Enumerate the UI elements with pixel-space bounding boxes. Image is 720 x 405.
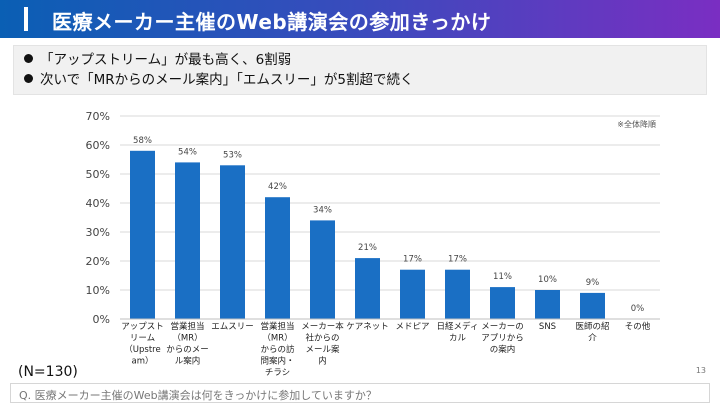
page-number: 13 xyxy=(695,366,706,375)
bar xyxy=(175,162,200,319)
y-tick-label: 0% xyxy=(93,313,110,326)
bar xyxy=(445,269,470,319)
header-banner: 医療メーカー主催のWeb講演会の参加きっかけ xyxy=(0,0,720,38)
data-label: 53% xyxy=(223,150,242,160)
y-tick-label: 60% xyxy=(86,139,110,152)
x-tick-label: ケアネット xyxy=(346,322,389,332)
bar xyxy=(265,197,290,319)
bar-chart: 0% 10% 20% 30% 40% 50% 60% 70% 58% アップストリーム（Upstr… xyxy=(86,110,660,378)
x-tick-label: 医師の紹介 xyxy=(575,321,609,344)
summary-box: 「アップストリーム」が最も高く、6割弱 次いで「MRからのメール案内」「エムスリ… xyxy=(13,45,707,95)
bar xyxy=(355,258,380,319)
data-label: 17% xyxy=(448,255,467,265)
summary-item: 「アップストリーム」が最も高く、6割弱 xyxy=(24,50,696,70)
bar xyxy=(310,220,335,319)
x-tick-label: 日経メディカル xyxy=(437,321,479,344)
x-tick-label: メーカー本社からのメール案内 xyxy=(301,321,344,367)
bar xyxy=(400,269,425,319)
sort-note: ※全体降順 xyxy=(617,120,656,129)
summary-text: 次いで「MRからのメール案内」「エムスリー」が5割超で続く xyxy=(40,72,414,88)
summary-text: 「アップストリーム」が最も高く、6割弱 xyxy=(40,52,292,68)
data-label: 10% xyxy=(538,275,557,285)
x-tick-label: メドピア xyxy=(395,322,429,332)
header-accent-bar xyxy=(24,7,28,31)
bullet-icon xyxy=(24,54,33,63)
data-label: 42% xyxy=(268,182,287,192)
y-tick-label: 10% xyxy=(86,284,110,297)
x-tick-label: SNS xyxy=(539,322,556,332)
question-text: Q. 医療メーカー主催のWeb講演会は何をきっかけに参加していますか？ xyxy=(10,383,710,403)
bar xyxy=(535,290,560,319)
bar xyxy=(220,165,245,319)
sample-size: (N=130) xyxy=(18,364,78,380)
x-tick-label: 営業担当（MR）からのメール案内 xyxy=(166,321,209,367)
data-label: 0% xyxy=(631,304,645,314)
bar xyxy=(580,292,605,319)
data-label: 11% xyxy=(493,272,512,282)
x-tick-label: メーカーのアプリからの案内 xyxy=(481,322,524,355)
data-label: 17% xyxy=(403,255,422,265)
x-tick-label: 営業担当（MR）からの訪問案内・チラシ xyxy=(260,321,295,378)
data-label: 34% xyxy=(313,205,332,215)
y-tick-label: 40% xyxy=(86,197,110,210)
summary-item: 次いで「MRからのメール案内」「エムスリー」が5割超で続く xyxy=(24,70,696,90)
y-tick-label: 70% xyxy=(86,110,110,123)
bullet-icon xyxy=(24,74,33,83)
x-tick-label: アップストリーム（Upstre am） xyxy=(121,322,164,367)
page-title: 医療メーカー主催のWeb講演会の参加きっかけ xyxy=(52,10,492,34)
data-label: 58% xyxy=(133,136,152,146)
data-label: 21% xyxy=(358,243,377,253)
data-label: 54% xyxy=(178,147,197,157)
bar xyxy=(490,287,515,319)
y-tick-label: 50% xyxy=(86,168,110,181)
y-tick-label: 20% xyxy=(86,255,110,268)
y-tick-label: 30% xyxy=(86,226,110,239)
x-tick-label: エムスリー xyxy=(211,322,254,332)
x-tick-label: その他 xyxy=(625,321,651,332)
data-label: 9% xyxy=(586,278,600,288)
bar xyxy=(130,150,155,319)
